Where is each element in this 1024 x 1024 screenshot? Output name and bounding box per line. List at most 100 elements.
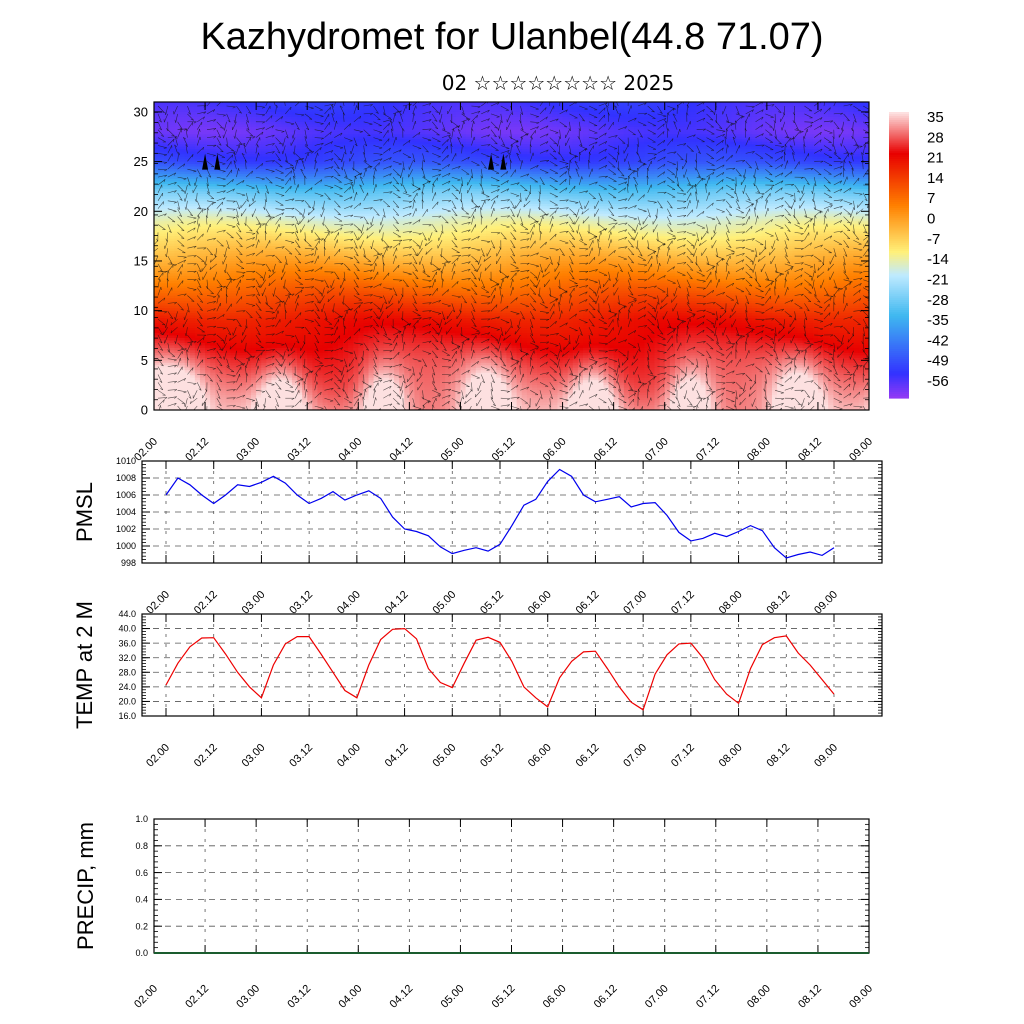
heatmap-cell	[659, 104, 666, 108]
heatmap-cell	[807, 141, 814, 145]
heatmap-cell	[741, 121, 748, 125]
heatmap-cell	[205, 134, 211, 138]
heatmap-cell	[154, 129, 160, 133]
heatmap-cell	[736, 129, 742, 133]
heatmap-cell	[695, 124, 702, 128]
heatmap-cell	[348, 164, 354, 168]
heatmap-cell	[337, 124, 344, 128]
heatmap-cell	[649, 166, 656, 170]
heatmap-cell	[782, 134, 788, 138]
heatmap-cell	[394, 111, 400, 116]
heatmap-cell	[674, 106, 681, 111]
heatmap-cell	[812, 159, 819, 163]
heatmap-cell	[685, 116, 691, 120]
heatmap-cell	[199, 116, 206, 120]
heatmap-cell	[332, 104, 339, 108]
heatmap-cell	[593, 102, 599, 106]
heatmap-cell	[189, 124, 196, 128]
heatmap-cell	[812, 139, 819, 143]
heatmap-cell	[628, 166, 635, 170]
heatmap-cell	[312, 121, 319, 125]
heatmap-cell	[628, 151, 635, 155]
heatmap-cell	[593, 104, 599, 108]
heatmap-cell	[654, 159, 661, 163]
heatmap-cell	[169, 126, 176, 130]
heatmap-cell	[434, 159, 441, 163]
heatmap-cell	[720, 154, 727, 158]
heatmap-cell	[787, 166, 793, 170]
heatmap-cell	[639, 151, 645, 155]
heatmap-cell	[388, 149, 395, 153]
heatmap-cell	[858, 156, 865, 160]
heatmap-cell	[710, 126, 717, 130]
heatmap-cell	[726, 159, 732, 163]
heatmap-cell	[240, 169, 247, 173]
heatmap-cell	[337, 139, 344, 143]
heatmap-cell	[726, 131, 732, 135]
heatmap-cell	[388, 154, 395, 158]
heatmap-cell	[863, 139, 869, 143]
heatmap-cell	[332, 109, 339, 113]
heatmap-cell	[547, 151, 553, 155]
heatmap-cell	[761, 144, 768, 148]
heatmap-cell	[562, 166, 569, 170]
heatmap-cell	[297, 111, 303, 116]
heatmap-cell	[496, 134, 502, 138]
heatmap-cell	[705, 102, 712, 106]
heatmap-cell	[312, 124, 319, 128]
heatmap-cell	[562, 154, 569, 158]
heatmap-cell	[583, 129, 589, 133]
heatmap-cell	[317, 169, 324, 173]
heatmap-cell	[409, 124, 416, 128]
heatmap-cell	[557, 126, 564, 130]
heatmap-cell	[312, 116, 319, 120]
heatmap-cell	[848, 116, 855, 120]
heatmap-cell	[485, 139, 492, 143]
heatmap-cell	[266, 144, 273, 148]
heatmap-cell	[460, 126, 467, 130]
heatmap-cell	[771, 114, 778, 118]
heatmap-cell	[470, 161, 477, 165]
heatmap-cell	[593, 121, 599, 125]
heatmap-cell	[363, 156, 370, 160]
heatmap-cell	[230, 111, 237, 116]
heatmap-cell	[547, 139, 553, 143]
heatmap-cell	[853, 136, 860, 140]
heatmap-cell	[506, 102, 513, 106]
heatmap-cell	[491, 151, 497, 155]
heatmap-cell	[603, 124, 610, 128]
heatmap-cell	[480, 104, 487, 108]
heatmap-cell	[531, 102, 538, 106]
heatmap-cell	[394, 141, 400, 145]
heatmap-cell	[378, 149, 385, 153]
heatmap-cell	[378, 159, 385, 163]
heatmap-cell	[378, 102, 385, 106]
heatmap-cell	[741, 144, 748, 148]
heatmap-cell	[593, 156, 599, 160]
heatmap-cell	[685, 126, 691, 130]
heatmap-cell	[404, 126, 410, 130]
heatmap-cell	[726, 102, 732, 106]
heatmap-cell	[659, 144, 666, 148]
heatmap-cell	[664, 106, 671, 111]
heatmap-cell	[358, 164, 364, 168]
heatmap-cell	[521, 151, 528, 155]
heatmap-cell	[465, 109, 472, 113]
heatmap-cell	[531, 159, 538, 163]
heatmap-cell	[337, 106, 344, 111]
heatmap-cell	[521, 121, 528, 125]
heatmap-cell	[812, 141, 819, 145]
heatmap-cell	[812, 124, 819, 128]
heatmap-cell	[373, 109, 380, 113]
heatmap-cell	[194, 129, 201, 133]
heatmap-cell	[843, 102, 850, 106]
heatmap-cell	[751, 149, 758, 153]
heatmap-cell	[843, 109, 850, 113]
heatmap-cell	[521, 106, 528, 111]
heatmap-cell	[557, 139, 564, 143]
heatmap-cell	[373, 116, 380, 120]
heatmap-cell	[358, 139, 364, 143]
heatmap-cell	[797, 104, 804, 108]
heatmap-cell	[506, 134, 513, 138]
heatmap-cell	[332, 151, 339, 155]
